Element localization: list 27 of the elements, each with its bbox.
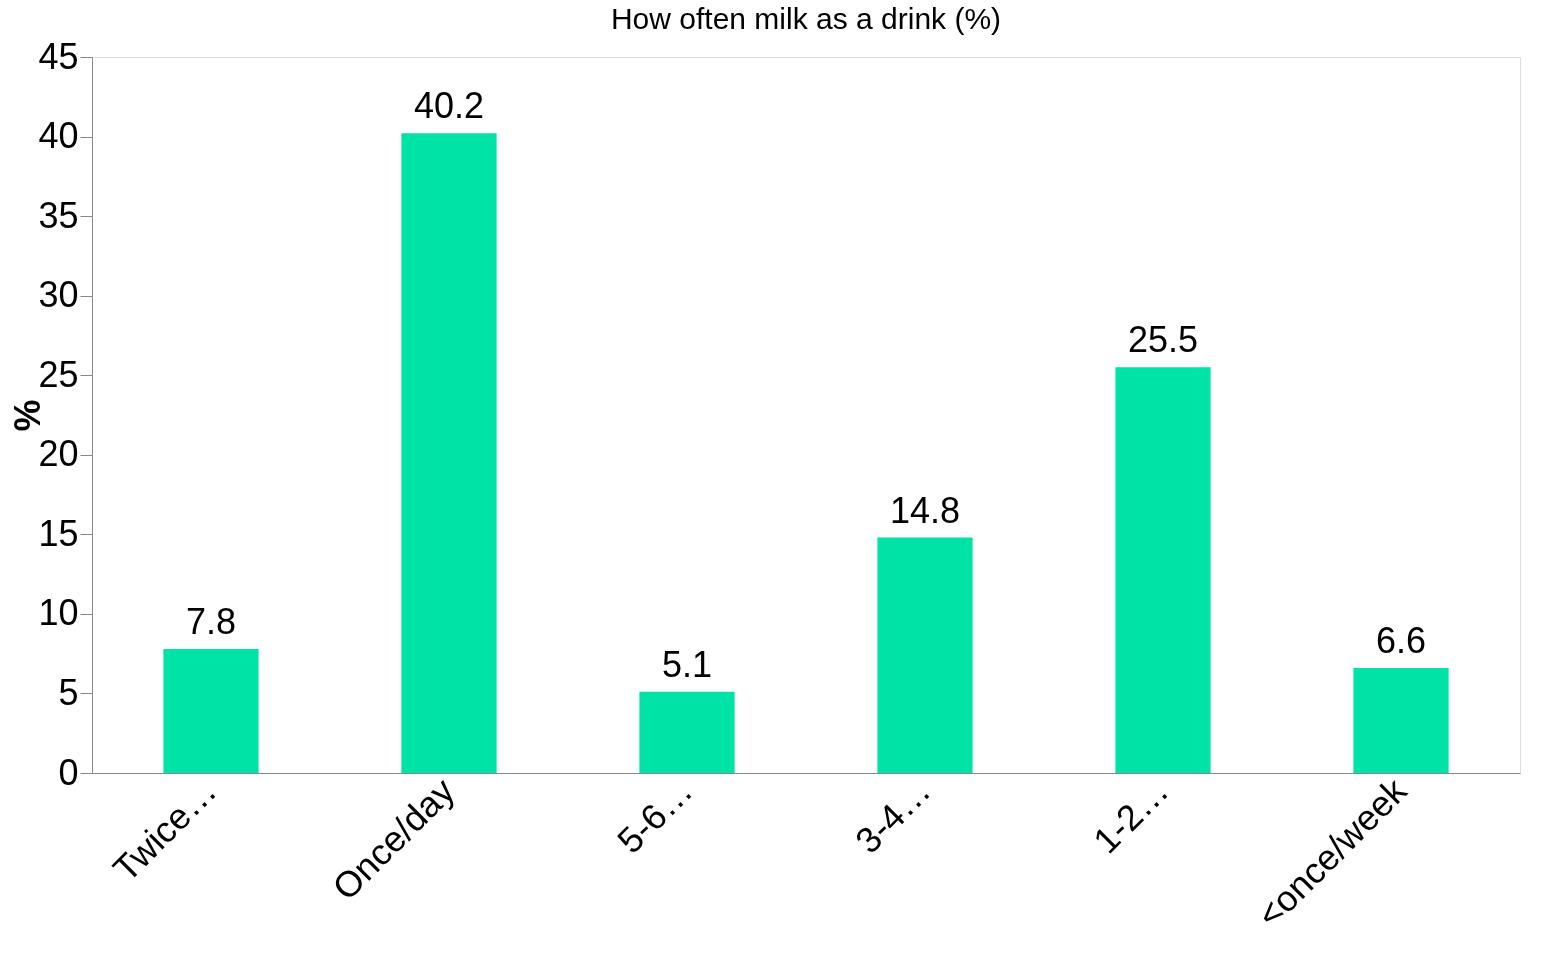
y-tick-label: 35 — [38, 194, 79, 236]
data-label: 6.6 — [1375, 619, 1427, 661]
data-label: 14.8 — [889, 489, 961, 531]
y-tick-label: 0 — [58, 751, 79, 793]
y-tick-label: 5 — [58, 671, 79, 713]
data-label: 5.1 — [661, 643, 713, 685]
x-tick-label: 3-4… — [847, 769, 939, 862]
y-tick-label: 30 — [38, 274, 79, 316]
bar — [877, 537, 973, 773]
chart-title: How often milk as a drink (%) — [610, 2, 1002, 35]
y-tick-label: 40 — [38, 115, 79, 157]
bar — [639, 691, 735, 773]
data-label: 25.5 — [1127, 319, 1199, 361]
y-tick-label: 10 — [38, 592, 79, 634]
y-tick-label: 20 — [38, 433, 79, 475]
data-label: 40.2 — [413, 85, 485, 127]
x-tick-label: 5-6… — [609, 769, 701, 862]
bar — [401, 133, 497, 773]
data-label: 7.8 — [185, 600, 237, 642]
y-axis-title: % — [7, 399, 49, 432]
x-tick-label: 1-2… — [1085, 769, 1177, 862]
bar — [1353, 667, 1449, 773]
y-tick-label: 45 — [38, 35, 79, 77]
bar — [163, 648, 259, 773]
bar — [1115, 367, 1211, 773]
y-tick-label: 15 — [38, 512, 79, 554]
y-tick-label: 25 — [38, 353, 79, 395]
